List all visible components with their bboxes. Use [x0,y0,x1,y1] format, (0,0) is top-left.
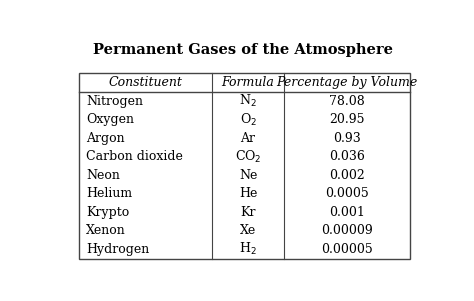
Text: Carbon dioxide: Carbon dioxide [86,150,183,163]
Text: Krypto: Krypto [86,206,129,219]
Text: Ar: Ar [241,132,255,144]
Text: Hydrogen: Hydrogen [86,243,149,256]
Text: Constituent: Constituent [109,76,182,89]
Text: Formula: Formula [222,76,274,89]
Text: 0.93: 0.93 [333,132,361,144]
Text: Neon: Neon [86,169,120,182]
Text: 0.0005: 0.0005 [325,187,369,200]
Text: 0.001: 0.001 [329,206,365,219]
Text: 78.08: 78.08 [329,95,365,107]
Text: 0.00005: 0.00005 [321,243,373,256]
Text: 0.002: 0.002 [329,169,365,182]
Text: Percentage by Volume: Percentage by Volume [277,76,418,89]
Text: CO$_2$: CO$_2$ [235,149,261,165]
Text: Nitrogen: Nitrogen [86,95,143,107]
Text: N$_2$: N$_2$ [239,93,257,109]
Text: H$_2$: H$_2$ [239,241,257,257]
Text: Permanent Gases of the Atmosphere: Permanent Gases of the Atmosphere [93,43,393,57]
Text: Kr: Kr [240,206,256,219]
Text: Helium: Helium [86,187,132,200]
Text: Oxygen: Oxygen [86,113,134,126]
Text: Argon: Argon [86,132,125,144]
Text: O$_2$: O$_2$ [239,111,256,128]
Text: 20.95: 20.95 [329,113,365,126]
Text: 0.036: 0.036 [329,150,365,163]
Text: Xenon: Xenon [86,224,126,237]
Text: Ne: Ne [239,169,257,182]
Text: 0.00009: 0.00009 [321,224,373,237]
Text: Xe: Xe [240,224,256,237]
Text: He: He [239,187,257,200]
